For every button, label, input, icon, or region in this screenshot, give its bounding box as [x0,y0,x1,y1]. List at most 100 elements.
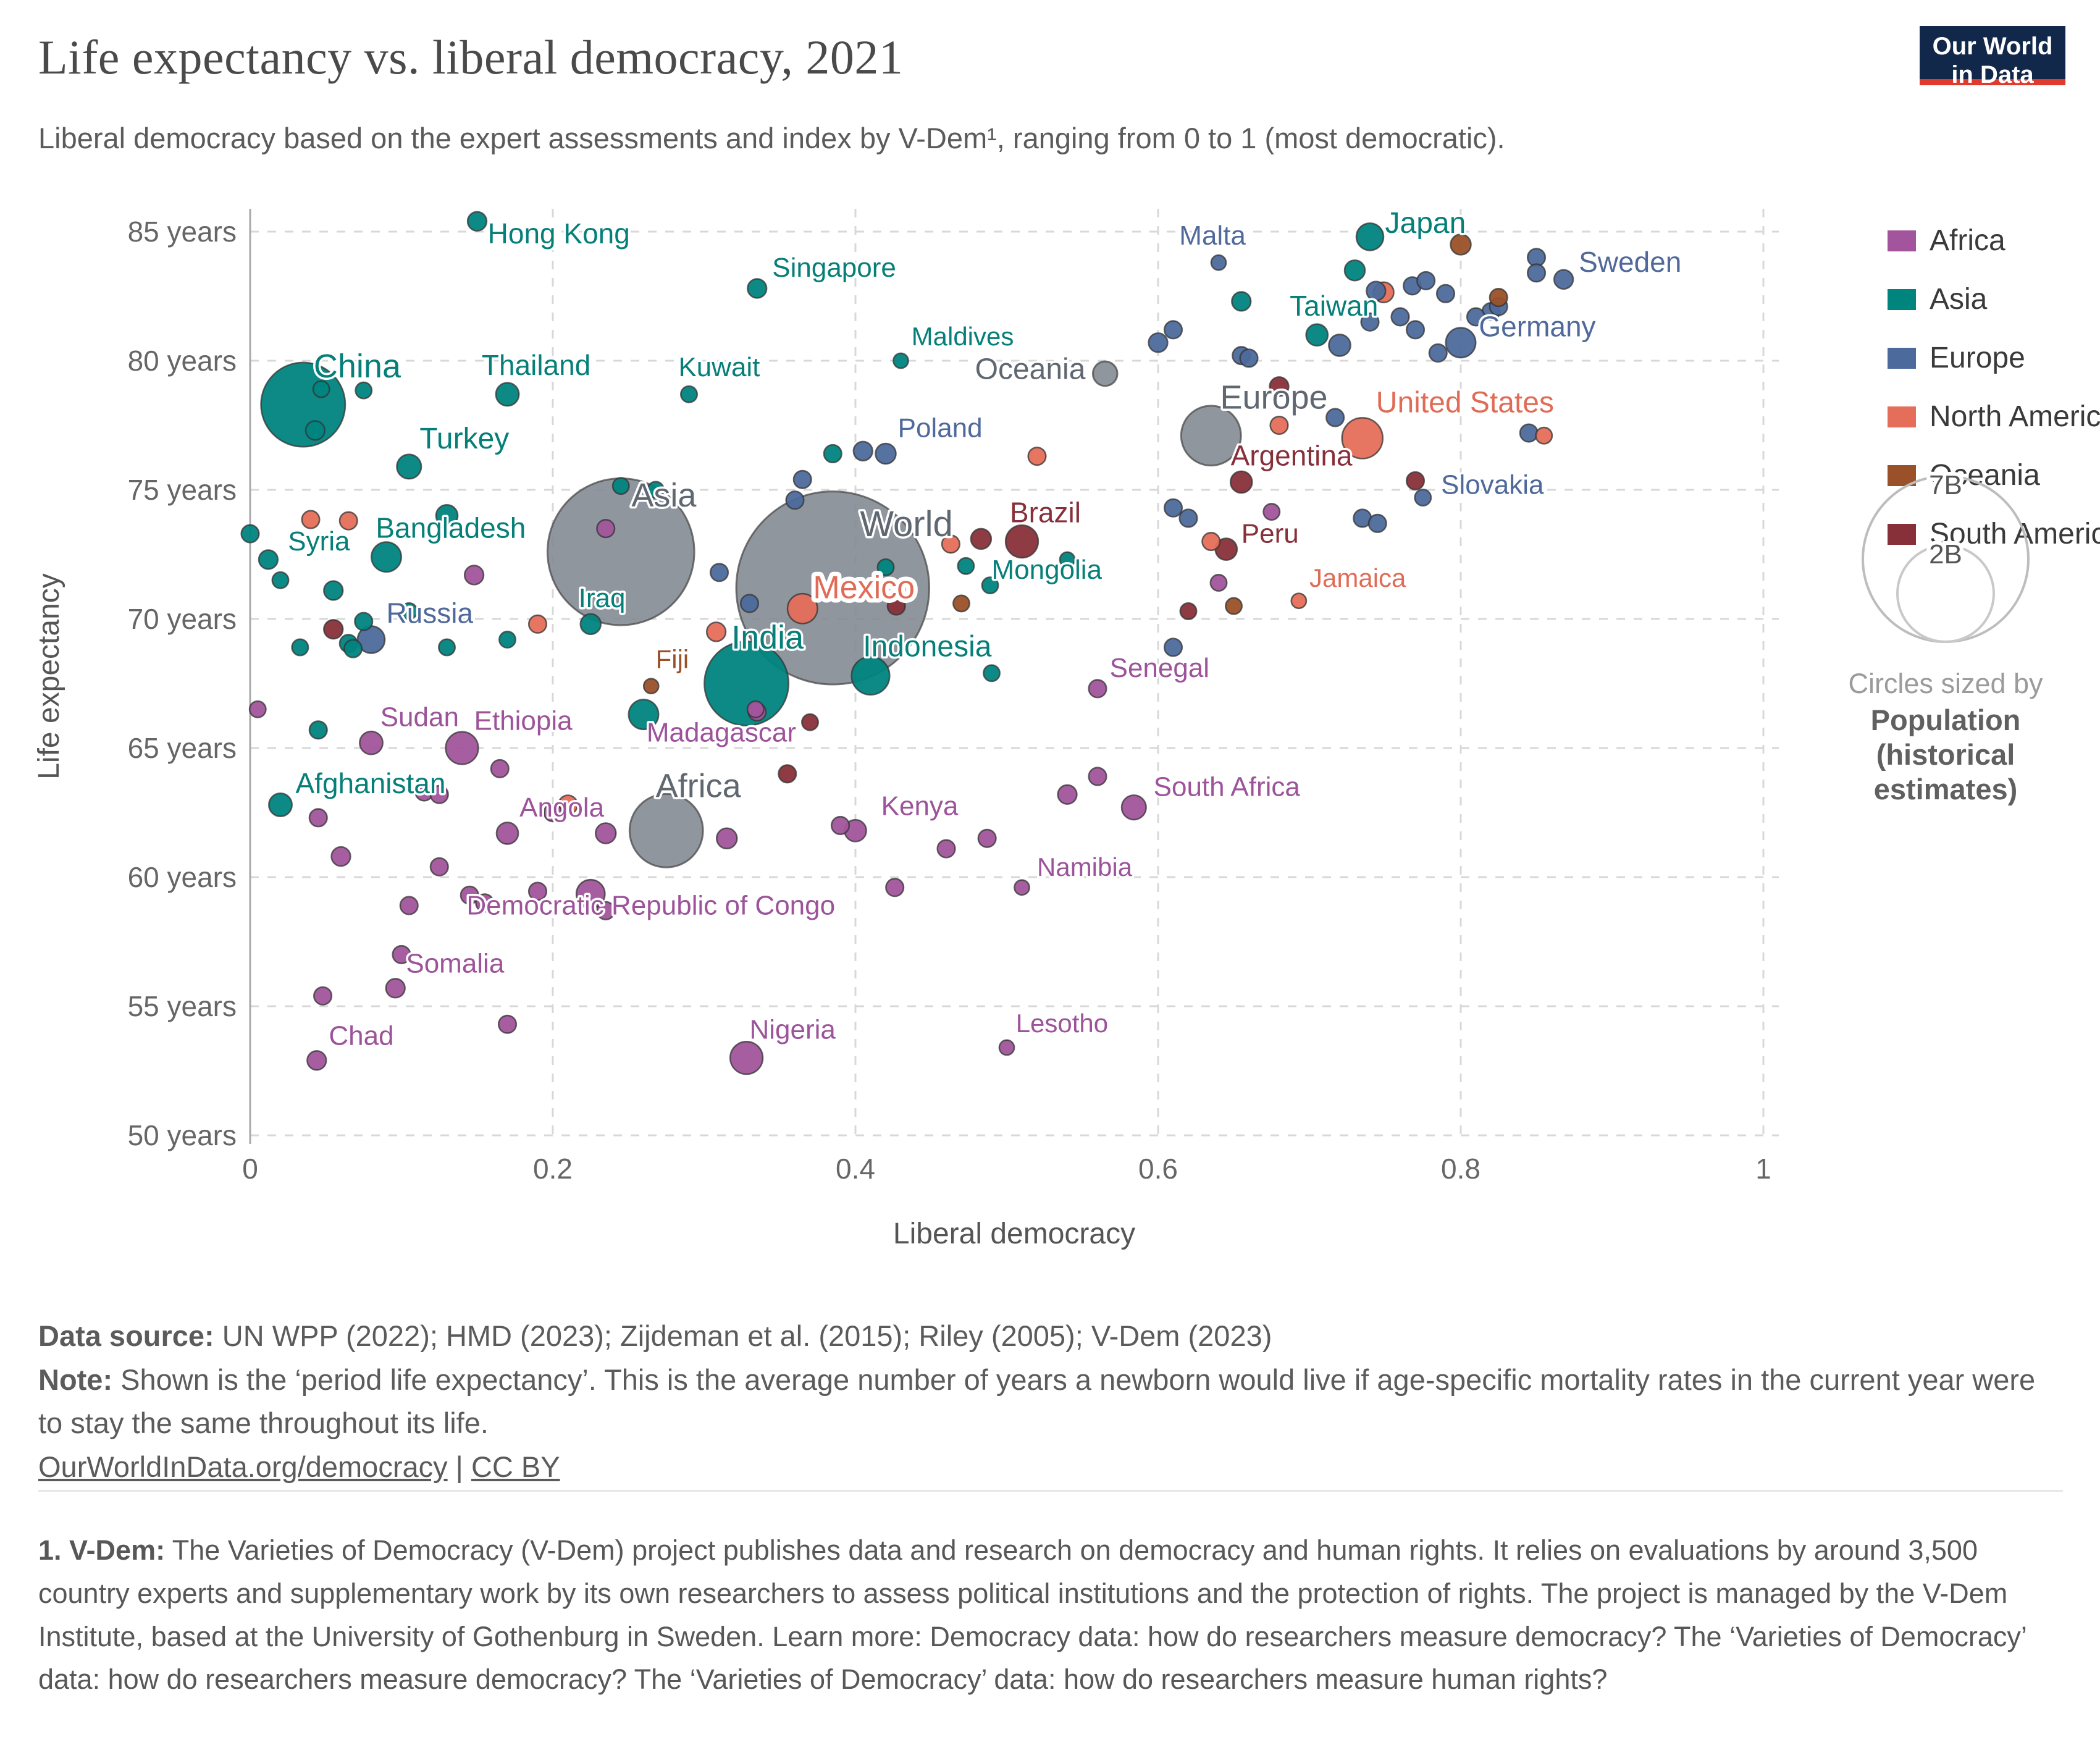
point-label-argentina[interactable]: Argentina [1228,437,1354,474]
data-point-unlabeled[interactable] [1435,284,1456,303]
point-label-world[interactable]: World [858,502,955,547]
data-point-taiwan[interactable] [1305,323,1329,347]
data-point-unlabeled[interactable] [392,944,411,964]
data-point-singapore[interactable] [747,278,768,299]
data-point-unlabeled[interactable] [628,699,660,731]
data-point-unlabeled[interactable] [886,596,906,616]
data-point-kuwait[interactable] [680,385,698,403]
data-point-unlabeled[interactable] [527,614,548,634]
point-label-iraq[interactable]: Iraq [576,581,628,616]
data-point-unlabeled[interactable] [1148,332,1169,353]
data-point-democratic-republic-of-congo[interactable] [575,878,606,909]
point-label-kenya[interactable]: Kenya [879,789,960,823]
data-point-lesotho[interactable] [998,1039,1015,1056]
data-point-turkey[interactable] [396,453,422,480]
data-point-namibia[interactable] [1014,879,1030,896]
data-point-unlabeled[interactable] [498,630,516,649]
data-point-unlabeled[interactable] [983,664,1001,683]
data-point-unlabeled[interactable] [1088,767,1107,786]
data-point-unlabeled[interactable] [460,885,479,905]
data-point-unlabeled[interactable] [1366,280,1387,301]
point-label-turkey[interactable]: Turkey [418,421,511,458]
data-point-unlabeled[interactable] [1231,291,1252,312]
data-point-unlabeled[interactable] [490,759,510,778]
data-point-unlabeled[interactable] [709,563,729,582]
data-point-unlabeled[interactable] [716,827,738,850]
data-point-unlabeled[interactable] [1343,259,1366,282]
data-point-unlabeled[interactable] [1416,271,1436,290]
data-point-unlabeled[interactable] [343,639,363,658]
data-point-syria[interactable] [258,549,279,570]
data-point-japan[interactable] [1355,222,1385,251]
data-point-unlabeled[interactable] [785,490,805,510]
data-point-senegal[interactable] [1088,679,1107,699]
data-point-unlabeled[interactable] [400,602,418,620]
point-label-poland[interactable]: Poland [896,411,985,445]
data-point-unlabeled[interactable] [475,893,495,913]
data-point-unlabeled[interactable] [1367,513,1387,533]
data-point-argentina[interactable] [1229,470,1253,494]
data-point-unlabeled[interactable] [354,612,374,631]
point-label-china[interactable]: China [311,346,403,387]
legend-item-north-america[interactable]: North America [1888,400,2100,434]
point-label-lesotho[interactable]: Lesotho [1014,1006,1110,1040]
data-point-india[interactable] [704,641,790,726]
data-point-unlabeled[interactable] [463,565,485,586]
data-point-iraq[interactable] [579,613,602,636]
point-label-somalia[interactable]: Somalia [404,946,506,981]
owid-democracy-link[interactable]: OurWorldInData.org/democracy [38,1450,448,1483]
data-point-hong-kong[interactable] [466,211,488,232]
point-label-indonesia[interactable]: Indonesia [861,628,994,665]
data-point-oceania[interactable] [1091,360,1119,387]
data-point-unlabeled[interactable] [778,764,797,784]
data-point-unlabeled[interactable] [435,503,459,528]
point-label-slovakia[interactable]: Slovakia [1439,468,1547,502]
data-point-ethiopia[interactable] [445,731,479,765]
data-point-malta[interactable] [1210,254,1227,271]
data-point-unlabeled[interactable] [543,802,563,823]
data-point-unlabeled[interactable] [801,713,819,731]
data-point-thailand[interactable] [495,382,520,407]
point-label-jamaica[interactable]: Jamaica [1308,561,1409,594]
data-point-somalia[interactable] [385,978,406,999]
point-label-peru[interactable]: Peru [1239,516,1301,551]
point-label-japan[interactable]: Japan [1383,205,1468,242]
point-label-oceania[interactable]: Oceania [973,351,1088,388]
point-label-sudan[interactable]: Sudan [378,700,461,734]
data-point-afghanistan[interactable] [268,793,293,817]
data-point-unlabeled[interactable] [313,986,333,1006]
data-point-unlabeled[interactable] [1360,312,1380,332]
data-point-unlabeled[interactable] [323,580,344,601]
data-point-unlabeled[interactable] [830,815,850,835]
point-label-taiwan[interactable]: Taiwan [1288,287,1380,324]
data-point-unlabeled[interactable] [1328,334,1351,357]
data-point-unlabeled[interactable] [1163,498,1183,518]
data-point-unlabeled[interactable] [1519,423,1539,443]
data-point-unlabeled[interactable] [823,444,842,464]
data-point-unlabeled[interactable] [705,621,727,642]
point-label-africa[interactable]: Africa [653,765,744,807]
data-point-unlabeled[interactable] [1163,320,1183,340]
data-point-bangladesh[interactable] [371,541,402,573]
point-label-united-states[interactable]: United States [1374,384,1556,421]
data-point-mongolia[interactable] [1059,551,1076,568]
data-point-unlabeled[interactable] [429,784,449,804]
point-label-angola[interactable]: Angola [518,790,607,825]
legend-item-europe[interactable]: Europe [1888,341,2100,375]
data-point-unlabeled[interactable] [746,700,765,718]
point-label-bangladesh[interactable]: Bangladesh [374,510,528,546]
point-label-fiji[interactable]: Fiji [653,642,691,676]
data-point-unlabeled[interactable] [970,528,993,550]
data-point-unlabeled[interactable] [876,558,895,576]
data-point-unlabeled[interactable] [1489,288,1508,308]
data-point-unlabeled[interactable] [595,822,617,844]
data-point-mexico[interactable] [786,592,818,624]
data-point-unlabeled[interactable] [941,534,960,554]
data-point-unlabeled[interactable] [852,440,873,461]
data-point-unlabeled[interactable] [1209,574,1228,592]
data-point-unlabeled[interactable] [323,619,344,640]
point-label-malta[interactable]: Malta [1177,218,1248,253]
data-point-unlabeled[interactable] [497,1014,518,1034]
legend-item-asia[interactable]: Asia [1888,282,2100,316]
point-label-india[interactable]: India [729,617,807,658]
